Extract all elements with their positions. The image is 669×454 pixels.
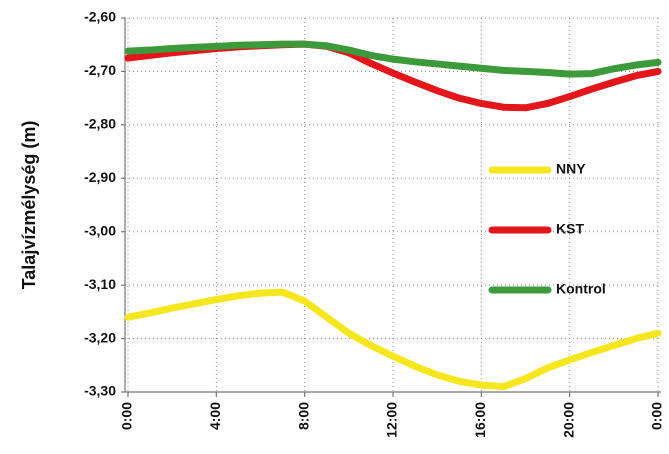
y-tick-label: -2,80 — [84, 116, 116, 132]
x-tick-label: 4:00 — [207, 402, 223, 430]
x-tick-label: 0:00 — [649, 402, 665, 430]
x-tick-label: 8:00 — [295, 402, 311, 430]
y-tick-label: -3,10 — [84, 276, 116, 292]
y-tick-label: -3,20 — [84, 329, 116, 345]
legend-label: KST — [556, 221, 584, 237]
series-line — [124, 288, 662, 391]
y-tick-label: -3,30 — [84, 383, 116, 399]
y-tick-label: -3,00 — [84, 222, 116, 238]
x-tick-label: 16:00 — [472, 402, 488, 438]
y-axis-label: Talajvízmélység (m) — [19, 121, 39, 290]
legend-label: Kontrol — [556, 281, 606, 297]
x-tick-label: 20:00 — [560, 402, 576, 438]
y-tick-label: -2,60 — [84, 9, 116, 25]
x-tick-label: 0:00 — [119, 402, 135, 430]
x-tick-label: 12:00 — [384, 402, 400, 438]
y-tick-label: -2,90 — [84, 169, 116, 185]
series-line — [124, 40, 662, 78]
legend-label: NNY — [556, 161, 586, 177]
y-tick-label: -2,70 — [84, 62, 116, 78]
